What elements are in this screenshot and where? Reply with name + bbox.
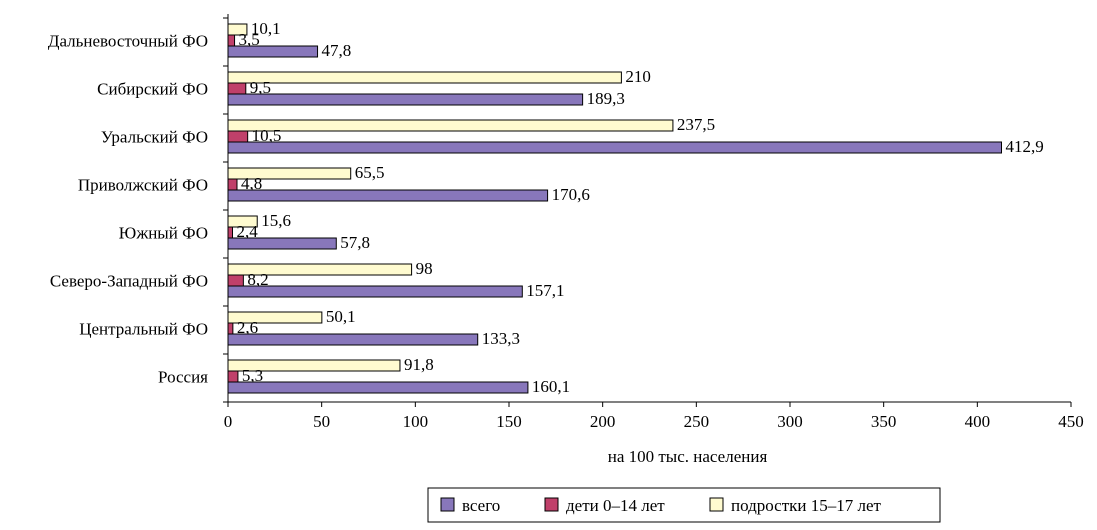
x-tick-label: 150 <box>496 412 522 431</box>
bar-children <box>227 322 234 335</box>
bar-total <box>227 189 549 202</box>
data-label: 160,1 <box>532 377 570 396</box>
bar-total <box>227 285 523 298</box>
data-label: 50,1 <box>326 307 356 326</box>
data-label: 47,8 <box>322 41 352 60</box>
data-label: 10,1 <box>251 19 281 38</box>
bar-children <box>227 82 247 95</box>
x-tick-label: 200 <box>590 412 616 431</box>
category-label: Сибирский ФО <box>97 80 208 99</box>
data-label: 2,6 <box>237 318 258 337</box>
data-label: 170,6 <box>552 185 590 204</box>
bar-children <box>227 226 233 239</box>
bar-total <box>227 333 479 346</box>
data-label: 2,4 <box>236 222 258 241</box>
bar-children <box>227 34 236 47</box>
data-label: 57,8 <box>340 233 370 252</box>
bar-teens <box>227 119 674 132</box>
data-label: 98 <box>416 259 433 278</box>
x-tick-label: 350 <box>871 412 897 431</box>
category-label: Россия <box>158 368 208 387</box>
bar-children <box>227 130 249 143</box>
data-label: 237,5 <box>677 115 715 134</box>
data-label: 91,8 <box>404 355 434 374</box>
data-label: 412,9 <box>1005 137 1043 156</box>
x-tick-label: 100 <box>403 412 429 431</box>
data-label: 8,2 <box>247 270 268 289</box>
bar-teens <box>227 71 622 84</box>
data-label: 65,5 <box>355 163 385 182</box>
category-label: Южный ФО <box>119 224 208 243</box>
x-axis-label: на 100 тыс. населения <box>608 447 768 466</box>
bar-total <box>227 237 337 250</box>
x-tick-label: 0 <box>224 412 233 431</box>
bar-children <box>227 370 239 383</box>
bar-children <box>227 274 244 287</box>
data-label: 10,5 <box>252 126 282 145</box>
bar-total <box>227 141 1002 154</box>
legend-label: дети 0–14 лет <box>566 496 665 515</box>
legend-swatch <box>544 497 559 512</box>
category-label: Уральский ФО <box>101 128 208 147</box>
category-label: Центральный ФО <box>79 320 208 339</box>
legend-label: подростки 15–17 лет <box>731 496 882 515</box>
category-label: Северо-Западный ФО <box>50 272 208 291</box>
category-label: Приволжский ФО <box>78 176 208 195</box>
x-tick-label: 300 <box>777 412 803 431</box>
legend-swatch <box>709 497 724 512</box>
category-label: Дальневосточный ФО <box>48 32 208 51</box>
bar-total <box>227 381 529 394</box>
legend-label: всего <box>462 496 500 515</box>
data-label: 9,5 <box>250 78 271 97</box>
bar-total <box>227 93 584 106</box>
data-label: 4,8 <box>241 174 262 193</box>
data-label: 133,3 <box>482 329 520 348</box>
data-label: 15,6 <box>261 211 291 230</box>
bar-total <box>227 45 319 58</box>
x-tick-label: 450 <box>1058 412 1084 431</box>
data-label: 210 <box>625 67 651 86</box>
x-tick-label: 50 <box>313 412 330 431</box>
x-tick-label: 400 <box>965 412 991 431</box>
legend-swatch <box>440 497 455 512</box>
legend <box>427 487 941 523</box>
data-label: 3,5 <box>239 30 260 49</box>
x-tick-label: 250 <box>684 412 710 431</box>
data-label: 189,3 <box>587 89 625 108</box>
data-label: 5,3 <box>242 366 263 385</box>
data-label: 157,1 <box>526 281 564 300</box>
bar-children <box>227 178 238 191</box>
